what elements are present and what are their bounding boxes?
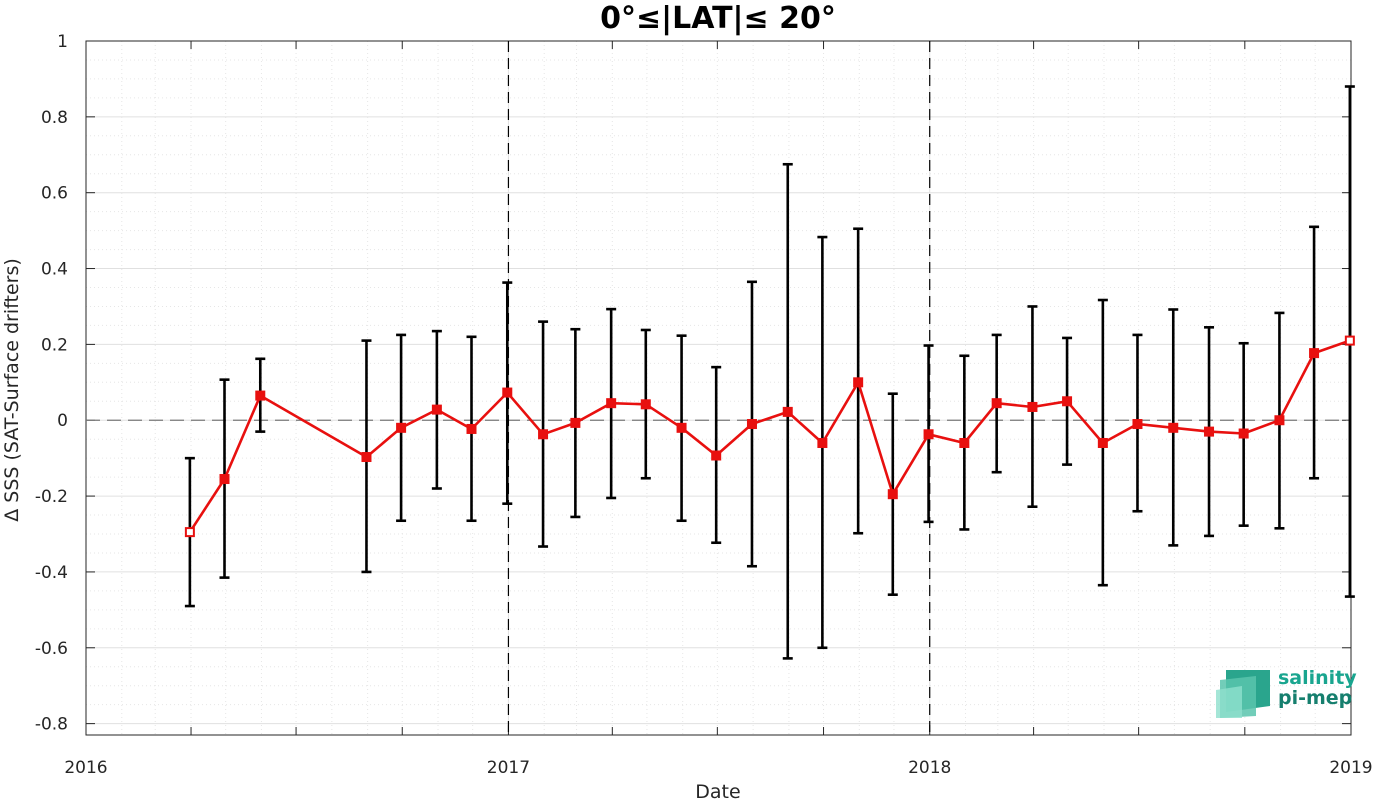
data-point bbox=[1344, 335, 1355, 346]
tick-labels: 1 0.8 0.6 0.4 0.2 0 -0.2 -0.4 -0.6 -0.8 2016 2017 20… bbox=[35, 32, 1373, 778]
data-point bbox=[959, 437, 970, 448]
x-tick-label: 2017 bbox=[487, 758, 530, 778]
data-point bbox=[606, 398, 617, 409]
data-point bbox=[502, 387, 513, 398]
data-point bbox=[1204, 426, 1215, 437]
reference-lines bbox=[86, 41, 1351, 735]
data-point bbox=[219, 474, 230, 485]
data-point bbox=[711, 450, 722, 461]
y-tick-label: 1 bbox=[57, 32, 68, 52]
data-point bbox=[538, 429, 549, 440]
data-point bbox=[361, 452, 372, 463]
data-point bbox=[184, 527, 195, 538]
logo-line-1: salinity bbox=[1278, 667, 1357, 689]
data-point bbox=[746, 419, 757, 430]
y-tick-label: -0.4 bbox=[35, 563, 68, 583]
y-tick-label: -0.2 bbox=[35, 487, 68, 507]
plot-frame bbox=[85, 40, 1352, 736]
logo-line-2: pi-mep bbox=[1278, 687, 1353, 709]
data-point bbox=[1274, 415, 1285, 426]
grid bbox=[85, 40, 1352, 735]
y-tick-label: -0.6 bbox=[35, 639, 68, 659]
y-tick-label: -0.8 bbox=[35, 715, 68, 735]
data-markers bbox=[184, 335, 1355, 538]
data-point bbox=[853, 377, 864, 388]
data-point bbox=[887, 489, 898, 500]
data-point bbox=[640, 399, 651, 410]
data-point bbox=[782, 406, 793, 417]
x-tick-label: 2019 bbox=[1329, 758, 1372, 778]
series-line bbox=[188, 339, 1351, 533]
error-bars bbox=[184, 85, 1355, 660]
data-point bbox=[1132, 419, 1143, 430]
data-point bbox=[1168, 422, 1179, 433]
y-tick-label: 0.4 bbox=[41, 260, 68, 280]
data-point bbox=[255, 390, 266, 401]
data-point bbox=[1309, 348, 1320, 359]
data-point bbox=[1027, 401, 1038, 412]
data-point bbox=[676, 422, 687, 433]
data-line bbox=[188, 339, 1351, 533]
logo-text: salinity pi-mep bbox=[1278, 668, 1357, 708]
x-axis-label: Date bbox=[695, 781, 740, 801]
x-tick-label: 2016 bbox=[64, 758, 107, 778]
y-tick-label: 0.6 bbox=[41, 184, 68, 204]
y-tick-label: 0.2 bbox=[41, 335, 68, 355]
y-tick-label: 0.8 bbox=[41, 108, 68, 128]
y-tick-label: 0 bbox=[57, 411, 68, 431]
data-point bbox=[1097, 437, 1108, 448]
plot-border bbox=[85, 40, 1352, 736]
chart-title: 0°≤|LAT|≤ 20° bbox=[600, 1, 836, 36]
data-point bbox=[396, 422, 407, 433]
data-point bbox=[570, 417, 581, 428]
data-point bbox=[466, 423, 477, 434]
data-point bbox=[1062, 396, 1073, 407]
data-point bbox=[1238, 428, 1249, 439]
x-tick-label: 2018 bbox=[908, 758, 951, 778]
data-point bbox=[431, 404, 442, 415]
data-point bbox=[817, 437, 828, 448]
salinity-pimep-logo bbox=[1216, 670, 1270, 718]
y-axis-label: Δ SSS (SAT-Surface drifters) bbox=[1, 258, 23, 522]
data-point bbox=[991, 398, 1002, 409]
data-point bbox=[923, 429, 934, 440]
